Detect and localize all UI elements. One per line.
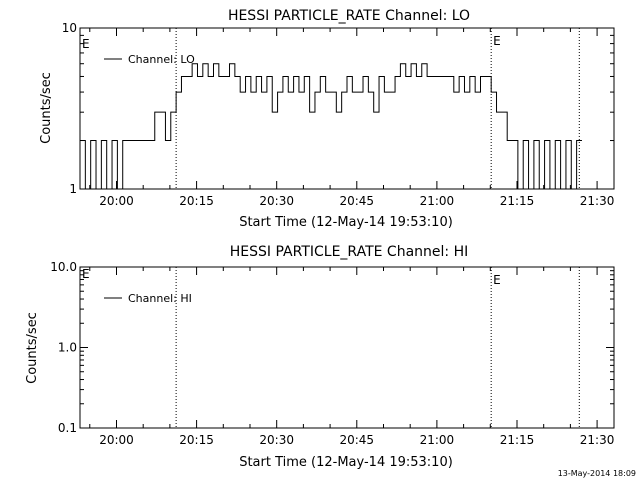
lo-series-line <box>80 63 582 190</box>
hi-ytick-label: 10.0 <box>50 260 77 274</box>
lo-ytick-label: 10 <box>62 21 77 35</box>
hi-x-axis-label: Start Time (12-May-14 19:53:10) <box>239 455 453 470</box>
hi-xtick-label: 20:45 <box>339 433 374 447</box>
lo-xtick-label: 20:45 <box>339 194 374 208</box>
lo-edge-label: E <box>82 37 90 51</box>
hi-chart-title: HESSI PARTICLE_RATE Channel: HI <box>230 244 468 260</box>
footer-timestamp: 13-May-2014 18:09 <box>558 469 636 478</box>
hi-xtick-label: 20:15 <box>179 433 214 447</box>
hi-xtick-label: 20:00 <box>99 433 134 447</box>
lo-x-axis-label: Start Time (12-May-14 19:53:10) <box>239 215 453 230</box>
lo-channel-panel: HESSI PARTICLE_RATE Channel: LO Start Ti… <box>39 8 615 230</box>
hi-legend: Channel: HI <box>104 292 192 305</box>
lo-event-marker-label: E <box>493 34 501 48</box>
hi-channel-panel: HESSI PARTICLE_RATE Channel: HI Start Ti… <box>25 244 615 470</box>
lo-xtick-label: 21:00 <box>420 194 455 208</box>
lo-chart-title: HESSI PARTICLE_RATE Channel: LO <box>228 8 470 24</box>
lo-y-axis-label: Counts/sec <box>39 72 54 144</box>
hi-event-marker-label: E <box>493 273 501 287</box>
lo-legend: Channel: LO <box>104 53 195 66</box>
hi-legend-label: Channel: HI <box>128 292 192 305</box>
hi-ytick-label: 0.1 <box>58 421 77 435</box>
lo-xtick-label: 20:15 <box>179 194 214 208</box>
hi-y-axis-label: Counts/sec <box>25 312 40 384</box>
lo-legend-label: Channel: LO <box>128 53 195 66</box>
lo-xtick-label: 21:30 <box>580 194 615 208</box>
hi-xtick-label: 20:30 <box>259 433 294 447</box>
hi-ytick-label: 1.0 <box>58 341 77 355</box>
lo-xtick-label: 20:30 <box>259 194 294 208</box>
hi-xtick-label: 21:30 <box>580 433 615 447</box>
hi-xtick-label: 21:15 <box>500 433 535 447</box>
lo-xtick-label: 21:15 <box>500 194 535 208</box>
hi-edge-label: E <box>82 267 90 281</box>
lo-ytick-label: 1 <box>69 182 77 196</box>
hi-xtick-label: 21:00 <box>420 433 455 447</box>
lo-xtick-label: 20:00 <box>99 194 134 208</box>
lo-plot-frame <box>79 27 615 190</box>
